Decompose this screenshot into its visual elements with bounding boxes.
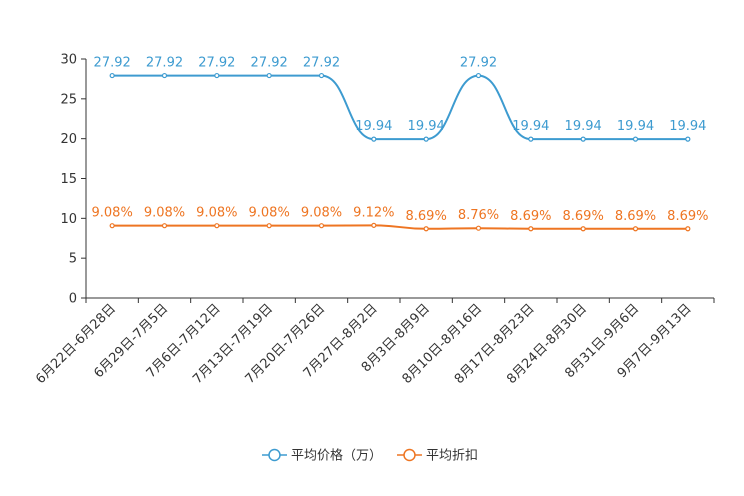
data-label: 8.69% bbox=[406, 209, 447, 224]
legend-marker-2 bbox=[403, 448, 416, 462]
data-label: 27.92 bbox=[460, 56, 497, 71]
data-label: 27.92 bbox=[251, 56, 288, 71]
legend-label-2: 平均折扣 bbox=[426, 449, 478, 464]
data-point bbox=[528, 226, 534, 232]
data-labels-layer: 27.92 27.92 27.92 27.92 27.92 19.94 19.94 27.92… bbox=[92, 56, 709, 224]
data-point bbox=[632, 136, 639, 142]
data-point bbox=[109, 72, 115, 79]
data-point bbox=[423, 226, 429, 232]
data-label: 9.08% bbox=[249, 206, 290, 221]
data-point bbox=[318, 223, 325, 229]
series-line-2 bbox=[112, 224, 688, 230]
data-label: 19.94 bbox=[512, 119, 549, 134]
data-point bbox=[475, 72, 482, 79]
data-label: 27.92 bbox=[146, 56, 183, 71]
y-tick-label: 5 bbox=[69, 252, 77, 267]
data-point bbox=[161, 72, 168, 79]
data-label: 9.08% bbox=[196, 206, 237, 221]
data-label: 19.94 bbox=[355, 119, 392, 134]
data-point bbox=[685, 226, 691, 232]
data-point bbox=[214, 223, 220, 229]
data-point bbox=[528, 136, 534, 142]
data-label: 9.08% bbox=[92, 206, 133, 221]
data-label: 8.69% bbox=[510, 209, 551, 224]
data-label: 8.76% bbox=[458, 208, 499, 223]
data-point bbox=[580, 136, 586, 142]
y-tick-label: 15 bbox=[60, 172, 77, 187]
data-label: 8.69% bbox=[667, 209, 708, 224]
y-tick-label: 20 bbox=[60, 132, 77, 147]
data-point bbox=[475, 225, 482, 231]
data-label: 27.92 bbox=[198, 56, 235, 71]
data-point bbox=[371, 222, 377, 228]
data-label: 19.94 bbox=[617, 119, 654, 134]
y-tick-label: 25 bbox=[60, 92, 77, 107]
y-tick-label: 10 bbox=[60, 212, 77, 227]
legend-label-1: 平均价格（万） bbox=[291, 448, 382, 464]
data-label: 27.92 bbox=[303, 56, 340, 71]
data-point bbox=[161, 223, 168, 229]
data-label: 9.08% bbox=[301, 206, 342, 221]
data-point bbox=[214, 72, 220, 79]
data-label: 19.94 bbox=[565, 119, 602, 134]
y-tick-label: 30 bbox=[60, 53, 77, 68]
data-label: 19.94 bbox=[408, 119, 445, 134]
data-point bbox=[685, 136, 691, 142]
legend-marker-1 bbox=[268, 448, 281, 462]
data-point bbox=[266, 223, 272, 229]
data-label: 8.69% bbox=[615, 209, 656, 224]
y-tick-label: 0 bbox=[69, 292, 77, 307]
data-point bbox=[371, 136, 377, 142]
data-point bbox=[109, 223, 115, 229]
data-point bbox=[580, 226, 586, 232]
data-label: 27.92 bbox=[94, 56, 131, 71]
data-label: 19.94 bbox=[669, 119, 706, 134]
data-label: 9.12% bbox=[353, 205, 394, 220]
data-point bbox=[266, 72, 272, 79]
data-label: 8.69% bbox=[563, 209, 604, 224]
data-point bbox=[318, 72, 325, 79]
series-layer bbox=[109, 72, 691, 232]
data-label: 9.08% bbox=[144, 206, 185, 221]
legend[interactable]: 平均价格（万） 平均折扣 bbox=[262, 448, 478, 464]
data-point bbox=[632, 226, 639, 232]
data-point bbox=[423, 136, 429, 142]
